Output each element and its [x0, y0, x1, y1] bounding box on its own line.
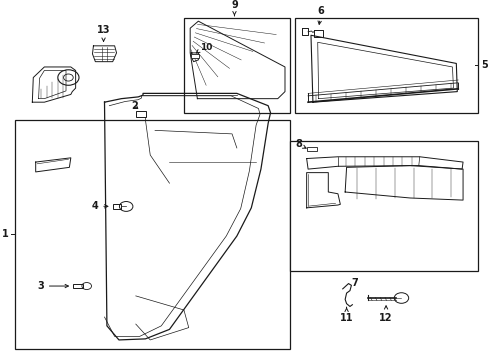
- Bar: [73, 284, 82, 288]
- Text: 9: 9: [231, 0, 237, 16]
- Bar: [112, 204, 121, 208]
- Bar: [16, 120, 289, 349]
- Text: 7: 7: [351, 278, 357, 288]
- Bar: [190, 54, 199, 58]
- Bar: [294, 18, 476, 113]
- Text: 12: 12: [379, 306, 392, 323]
- Text: 6: 6: [317, 6, 324, 24]
- Bar: [289, 141, 476, 271]
- Text: 2: 2: [131, 101, 138, 111]
- Text: 4: 4: [91, 201, 108, 211]
- Text: 11: 11: [339, 307, 353, 323]
- Text: 13: 13: [97, 24, 110, 41]
- Text: 3: 3: [37, 281, 68, 291]
- Bar: [183, 18, 289, 113]
- Text: 10: 10: [200, 43, 212, 52]
- Text: 8: 8: [294, 139, 305, 149]
- Bar: [306, 147, 316, 152]
- Text: 1: 1: [1, 229, 8, 239]
- Bar: [136, 111, 146, 117]
- Text: 5: 5: [480, 60, 487, 70]
